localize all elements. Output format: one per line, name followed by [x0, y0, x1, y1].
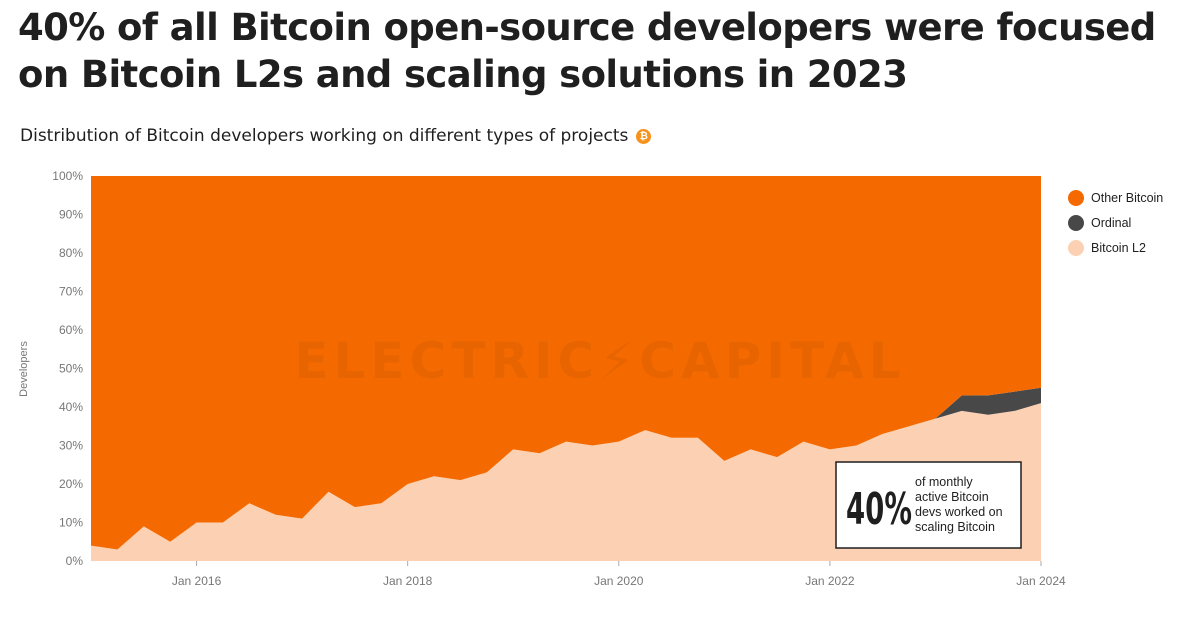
bitcoin-icon: ₿	[636, 128, 652, 144]
y-tick-label: 70%	[59, 285, 83, 299]
watermark: ELECTRIC⚡CAPITAL	[294, 332, 905, 390]
callout-line-3: devs worked on	[915, 505, 1003, 519]
x-tick-label: Jan 2016	[172, 574, 222, 588]
y-tick-label: 30%	[59, 439, 83, 453]
y-tick-label: 90%	[59, 208, 83, 222]
x-tick-label: Jan 2018	[383, 574, 433, 588]
y-tick-label: 60%	[59, 323, 83, 337]
x-axis: Jan 2016 Jan 2018 Jan 2020 Jan 2022 Jan 2024	[172, 561, 1066, 588]
y-tick-label: 0%	[66, 554, 84, 568]
callout-big: 40%	[846, 484, 912, 535]
legend-swatch	[1068, 190, 1084, 206]
legend-swatch	[1068, 215, 1084, 231]
y-tick-label: 100%	[52, 169, 83, 183]
chart-subtitle: Distribution of Bitcoin developers worki…	[20, 126, 652, 146]
callout-box: 40% of monthly active Bitcoin devs worke…	[835, 461, 1022, 549]
callout-line-1: of monthly	[915, 475, 973, 489]
legend-label: Ordinal	[1091, 216, 1131, 230]
y-axis: 0% 10% 20% 30% 40% 50% 60% 70% 80% 90% 100%	[52, 169, 83, 568]
x-tick-label: Jan 2020	[594, 574, 644, 588]
legend-swatch	[1068, 240, 1084, 256]
y-axis-label: Developers	[18, 341, 30, 397]
legend-label: Bitcoin L2	[1091, 241, 1146, 255]
legend-label: Other Bitcoin	[1091, 191, 1163, 205]
headline: 40% of all Bitcoin open-source developer…	[18, 6, 1156, 96]
x-tick-label: Jan 2024	[1016, 574, 1066, 588]
legend: Other Bitcoin Ordinal Bitcoin L2	[1068, 190, 1163, 256]
subtitle-text: Distribution of Bitcoin developers worki…	[20, 126, 629, 146]
callout-line-4: scaling Bitcoin	[915, 520, 995, 534]
x-tick-label: Jan 2022	[805, 574, 855, 588]
y-tick-label: 50%	[59, 362, 83, 376]
y-tick-label: 80%	[59, 246, 83, 260]
y-tick-label: 20%	[59, 477, 83, 491]
area-bitcoin-l2	[91, 403, 1041, 561]
area-other-bitcoin	[91, 176, 1041, 550]
callout-line-2: active Bitcoin	[915, 490, 989, 504]
y-tick-label: 10%	[59, 516, 83, 530]
y-tick-label: 40%	[59, 400, 83, 414]
area-layer	[91, 176, 1041, 561]
